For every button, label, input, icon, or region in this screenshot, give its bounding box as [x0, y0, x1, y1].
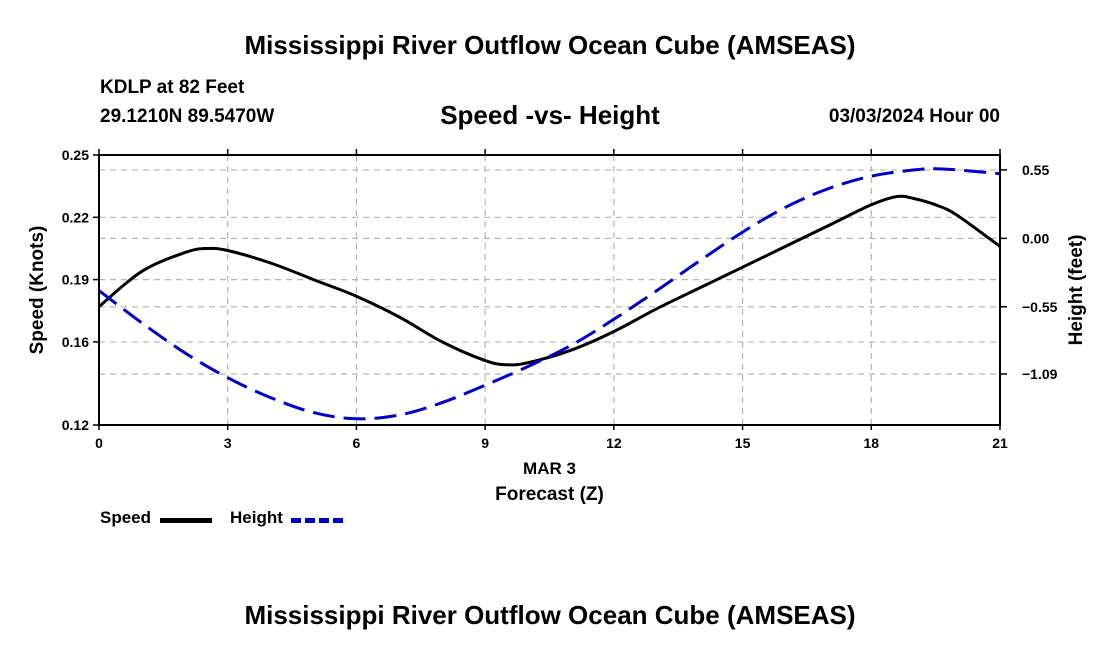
y-tick-label: 0.25: [62, 147, 89, 163]
x-tick-label: 6: [353, 435, 361, 451]
x-tick-label: 0: [95, 435, 103, 451]
legend-speed-swatch: [160, 518, 212, 523]
x-tick-label: 18: [863, 435, 879, 451]
y-tick-label: 0.16: [62, 334, 89, 350]
legend-height-label: Height: [230, 508, 283, 527]
y-tick-label: 0.12: [62, 417, 89, 433]
plot-frame: [98, 154, 1001, 426]
chart-title: Mississippi River Outflow Ocean Cube (AM…: [244, 30, 856, 60]
station-coordinates: 29.1210N 89.5470W: [100, 106, 275, 127]
x-tick-label: 12: [606, 435, 622, 451]
y2-axis-label: Height (feet): [1066, 235, 1087, 346]
x-tick-label: 3: [224, 435, 232, 451]
x-tick-label: 21: [992, 435, 1008, 451]
y2-tick-label: −1.09: [1022, 366, 1058, 382]
y2-tick-label: 0.00: [1022, 230, 1049, 246]
station-label: KDLP at 82 Feet: [100, 77, 245, 98]
grid-lines: [99, 155, 1000, 425]
x-tick-label: 15: [735, 435, 751, 451]
x-axis-date-label: MAR 3: [523, 459, 576, 478]
y-tick-label: 0.19: [62, 272, 89, 288]
chart-subtitle: Speed -vs- Height: [440, 100, 660, 130]
x-tick-label: 9: [481, 435, 489, 451]
y-tick-label: 0.22: [62, 209, 89, 225]
footer-title: Mississippi River Outflow Ocean Cube (AM…: [244, 600, 856, 630]
x-axis-label: Forecast (Z): [495, 484, 604, 505]
y-axis-label: Speed (Knots): [27, 226, 48, 355]
legend-height-swatch: [291, 518, 343, 523]
forecast-datetime: 03/03/2024 Hour 00: [828, 106, 1000, 127]
y2-tick-label: −0.55: [1022, 299, 1058, 315]
series-lines: [98, 167, 1001, 421]
legend-speed-label: Speed: [100, 508, 152, 527]
y2-tick-label: 0.55: [1022, 162, 1049, 178]
series-line-speed: [98, 194, 1001, 367]
series-line-height: [98, 167, 1001, 421]
speed-height-chart: 0 3 6 9 12 15 18 21 0.12 0.16 0.19 0.22 0.25 0.55 0.00…: [27, 147, 1087, 505]
axes: 0 3 6 9 12 15 18 21 0.12 0.16 0.19 0.22 0.25 0.55 0.00…: [62, 147, 1058, 451]
